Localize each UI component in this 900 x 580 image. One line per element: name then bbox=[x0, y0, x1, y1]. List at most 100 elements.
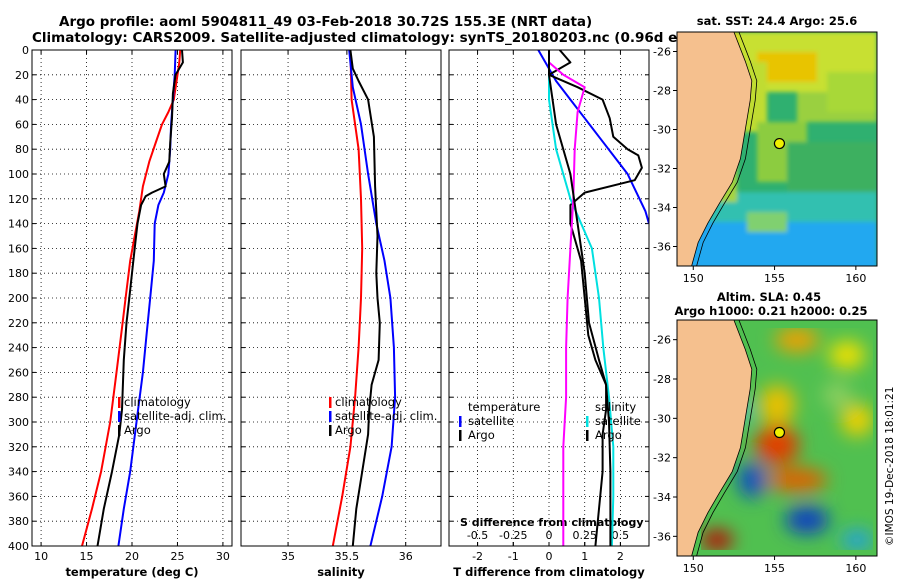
sla-blob bbox=[759, 385, 795, 425]
x-tick-label: 20 bbox=[125, 550, 139, 563]
legend-swatch bbox=[118, 411, 121, 422]
legend-swatch bbox=[459, 416, 462, 427]
sla-blob bbox=[829, 341, 865, 369]
top-axis-label: S difference from climatology bbox=[460, 516, 644, 529]
lat-tick-label: -36 bbox=[653, 241, 671, 254]
depth-tick-label: 120 bbox=[8, 193, 29, 206]
legend-label: Argo bbox=[335, 423, 362, 437]
shelf-contour bbox=[696, 320, 758, 556]
series-line-argo-salinity- bbox=[548, 50, 612, 546]
series-line-argo-temperature- bbox=[548, 50, 643, 546]
series-line-climatology bbox=[331, 50, 364, 546]
depth-tick-label: 220 bbox=[8, 317, 29, 330]
legend-swatch bbox=[586, 416, 589, 427]
figure-title-line1: Argo profile: aoml 5904811_49 03-Feb-201… bbox=[59, 14, 592, 30]
sla-blob bbox=[841, 530, 873, 550]
depth-tick-label: 200 bbox=[8, 292, 29, 305]
depth-tick-label: 280 bbox=[8, 391, 29, 404]
x-tick-label: 10 bbox=[34, 550, 48, 563]
lat-tick-label: -34 bbox=[653, 202, 671, 215]
sla-blob bbox=[823, 383, 851, 407]
legend-swatch bbox=[459, 430, 462, 441]
lat-tick-label: -30 bbox=[653, 412, 671, 425]
top-axis-tick-label: -0.25 bbox=[499, 529, 527, 542]
sst-patch bbox=[747, 212, 787, 232]
panel-frame bbox=[31, 49, 233, 547]
series-line-argo bbox=[349, 50, 381, 546]
top-axis-tick-label: 0.25 bbox=[572, 529, 597, 542]
lat-tick-label: -26 bbox=[653, 46, 671, 59]
depth-tick-label: 380 bbox=[8, 515, 29, 528]
series-line-satellite-salinity- bbox=[548, 50, 615, 546]
x-tick-label: 1 bbox=[581, 550, 588, 563]
land-mass bbox=[677, 32, 753, 266]
lat-tick-label: -36 bbox=[653, 530, 671, 543]
depth-tick-label: 260 bbox=[8, 366, 29, 379]
x-axis-label: salinity bbox=[317, 565, 365, 579]
depth-tick-label: 300 bbox=[8, 416, 29, 429]
top-axis-tick-label: 0.5 bbox=[612, 529, 630, 542]
sla-map: -26 -28 -30 -32 -34 -36 150 155 160 Altim. SLA: 0… bbox=[653, 290, 878, 575]
panel-frame bbox=[448, 49, 650, 547]
legend-swatch bbox=[329, 425, 332, 436]
lon-tick-label: 160 bbox=[845, 562, 866, 575]
x-axis-label: temperature (deg C) bbox=[65, 565, 198, 579]
x-tick-label: 0 bbox=[546, 550, 553, 563]
series-line-satellite-adj-clim- bbox=[348, 50, 397, 546]
legend-label: climatology bbox=[124, 395, 191, 409]
series-line-climatology-salinity- bbox=[548, 61, 586, 546]
lon-tick-label: 150 bbox=[683, 272, 704, 285]
sla-blob bbox=[785, 506, 829, 534]
sla-blobs bbox=[701, 328, 873, 550]
lat-tick-label: -30 bbox=[653, 124, 671, 137]
legend-title-temperature: temperature bbox=[468, 400, 540, 414]
lon-tick-label: 160 bbox=[845, 272, 866, 285]
map-title: sat. SST: 24.4 Argo: 25.6 bbox=[697, 14, 857, 28]
x-tick-label: 2 bbox=[617, 550, 624, 563]
top-axis-tick-label: -0.5 bbox=[467, 529, 488, 542]
depth-tick-label: 140 bbox=[8, 218, 29, 231]
series-group bbox=[81, 50, 184, 546]
x-tick-label: -2 bbox=[472, 550, 483, 563]
series-line-satellite-temperature- bbox=[537, 50, 649, 224]
legend-swatch bbox=[329, 411, 332, 422]
map-subtitle: Argo h1000: 0.21 h2000: 0.25 bbox=[674, 304, 867, 318]
sla-blob bbox=[775, 328, 819, 352]
legend-label: satellite-adj. clim. bbox=[335, 409, 437, 423]
legend-label: satellite bbox=[468, 414, 514, 428]
lat-tick-label: -32 bbox=[653, 452, 671, 465]
depth-tick-label: 80 bbox=[15, 143, 29, 156]
argo-float-marker bbox=[773, 426, 786, 439]
series-line-argo bbox=[96, 50, 184, 546]
sst-patch bbox=[787, 142, 877, 192]
legend-label: satellite bbox=[595, 414, 641, 428]
depth-tick-label: 360 bbox=[8, 490, 29, 503]
depth-tick-label: 240 bbox=[8, 342, 29, 355]
legend-title-salinity: salinity bbox=[595, 400, 636, 414]
salinity-panel: 35 35.5 36 salinity climatologysatellite-adj… bbox=[240, 49, 442, 579]
legend-label: climatology bbox=[335, 395, 402, 409]
lon-tick-label: 150 bbox=[683, 562, 704, 575]
map-field bbox=[677, 320, 877, 556]
depth-tick-label: 160 bbox=[8, 242, 29, 255]
imos-timestamp: ©IMOS 19-Dec-2018 18:01:21 bbox=[884, 387, 896, 546]
map-frame bbox=[676, 31, 878, 267]
depth-tick-label: 180 bbox=[8, 267, 29, 280]
x-tick-label: 15 bbox=[80, 550, 94, 563]
lon-tick-label: 155 bbox=[764, 562, 785, 575]
temperature-panel: 0 20 40 60 80 100 120 140 160 180 200 220 240 260 280 3… bbox=[8, 44, 233, 579]
difference-panel: -2 -1 0 1 2 -0.5 -0.25 0 0.25 0.5S difference fro… bbox=[448, 49, 650, 579]
depth-tick-label: 40 bbox=[15, 94, 29, 107]
sla-blob bbox=[767, 468, 827, 492]
x-tick-label: 30 bbox=[216, 550, 230, 563]
shelf-contour bbox=[696, 32, 758, 266]
x-axis-label: T difference from climatology bbox=[453, 565, 645, 579]
lat-tick-label: -28 bbox=[653, 373, 671, 386]
legend-label: satellite-adj. clim. bbox=[124, 409, 226, 423]
series-group bbox=[331, 50, 397, 546]
figure-title-line2: Climatology: CARS2009. Satellite-adjuste… bbox=[32, 30, 724, 46]
lat-tick-label: -32 bbox=[653, 163, 671, 176]
x-tick-label: -1 bbox=[508, 550, 519, 563]
sla-blob bbox=[755, 425, 799, 465]
panel-frame bbox=[240, 49, 442, 547]
